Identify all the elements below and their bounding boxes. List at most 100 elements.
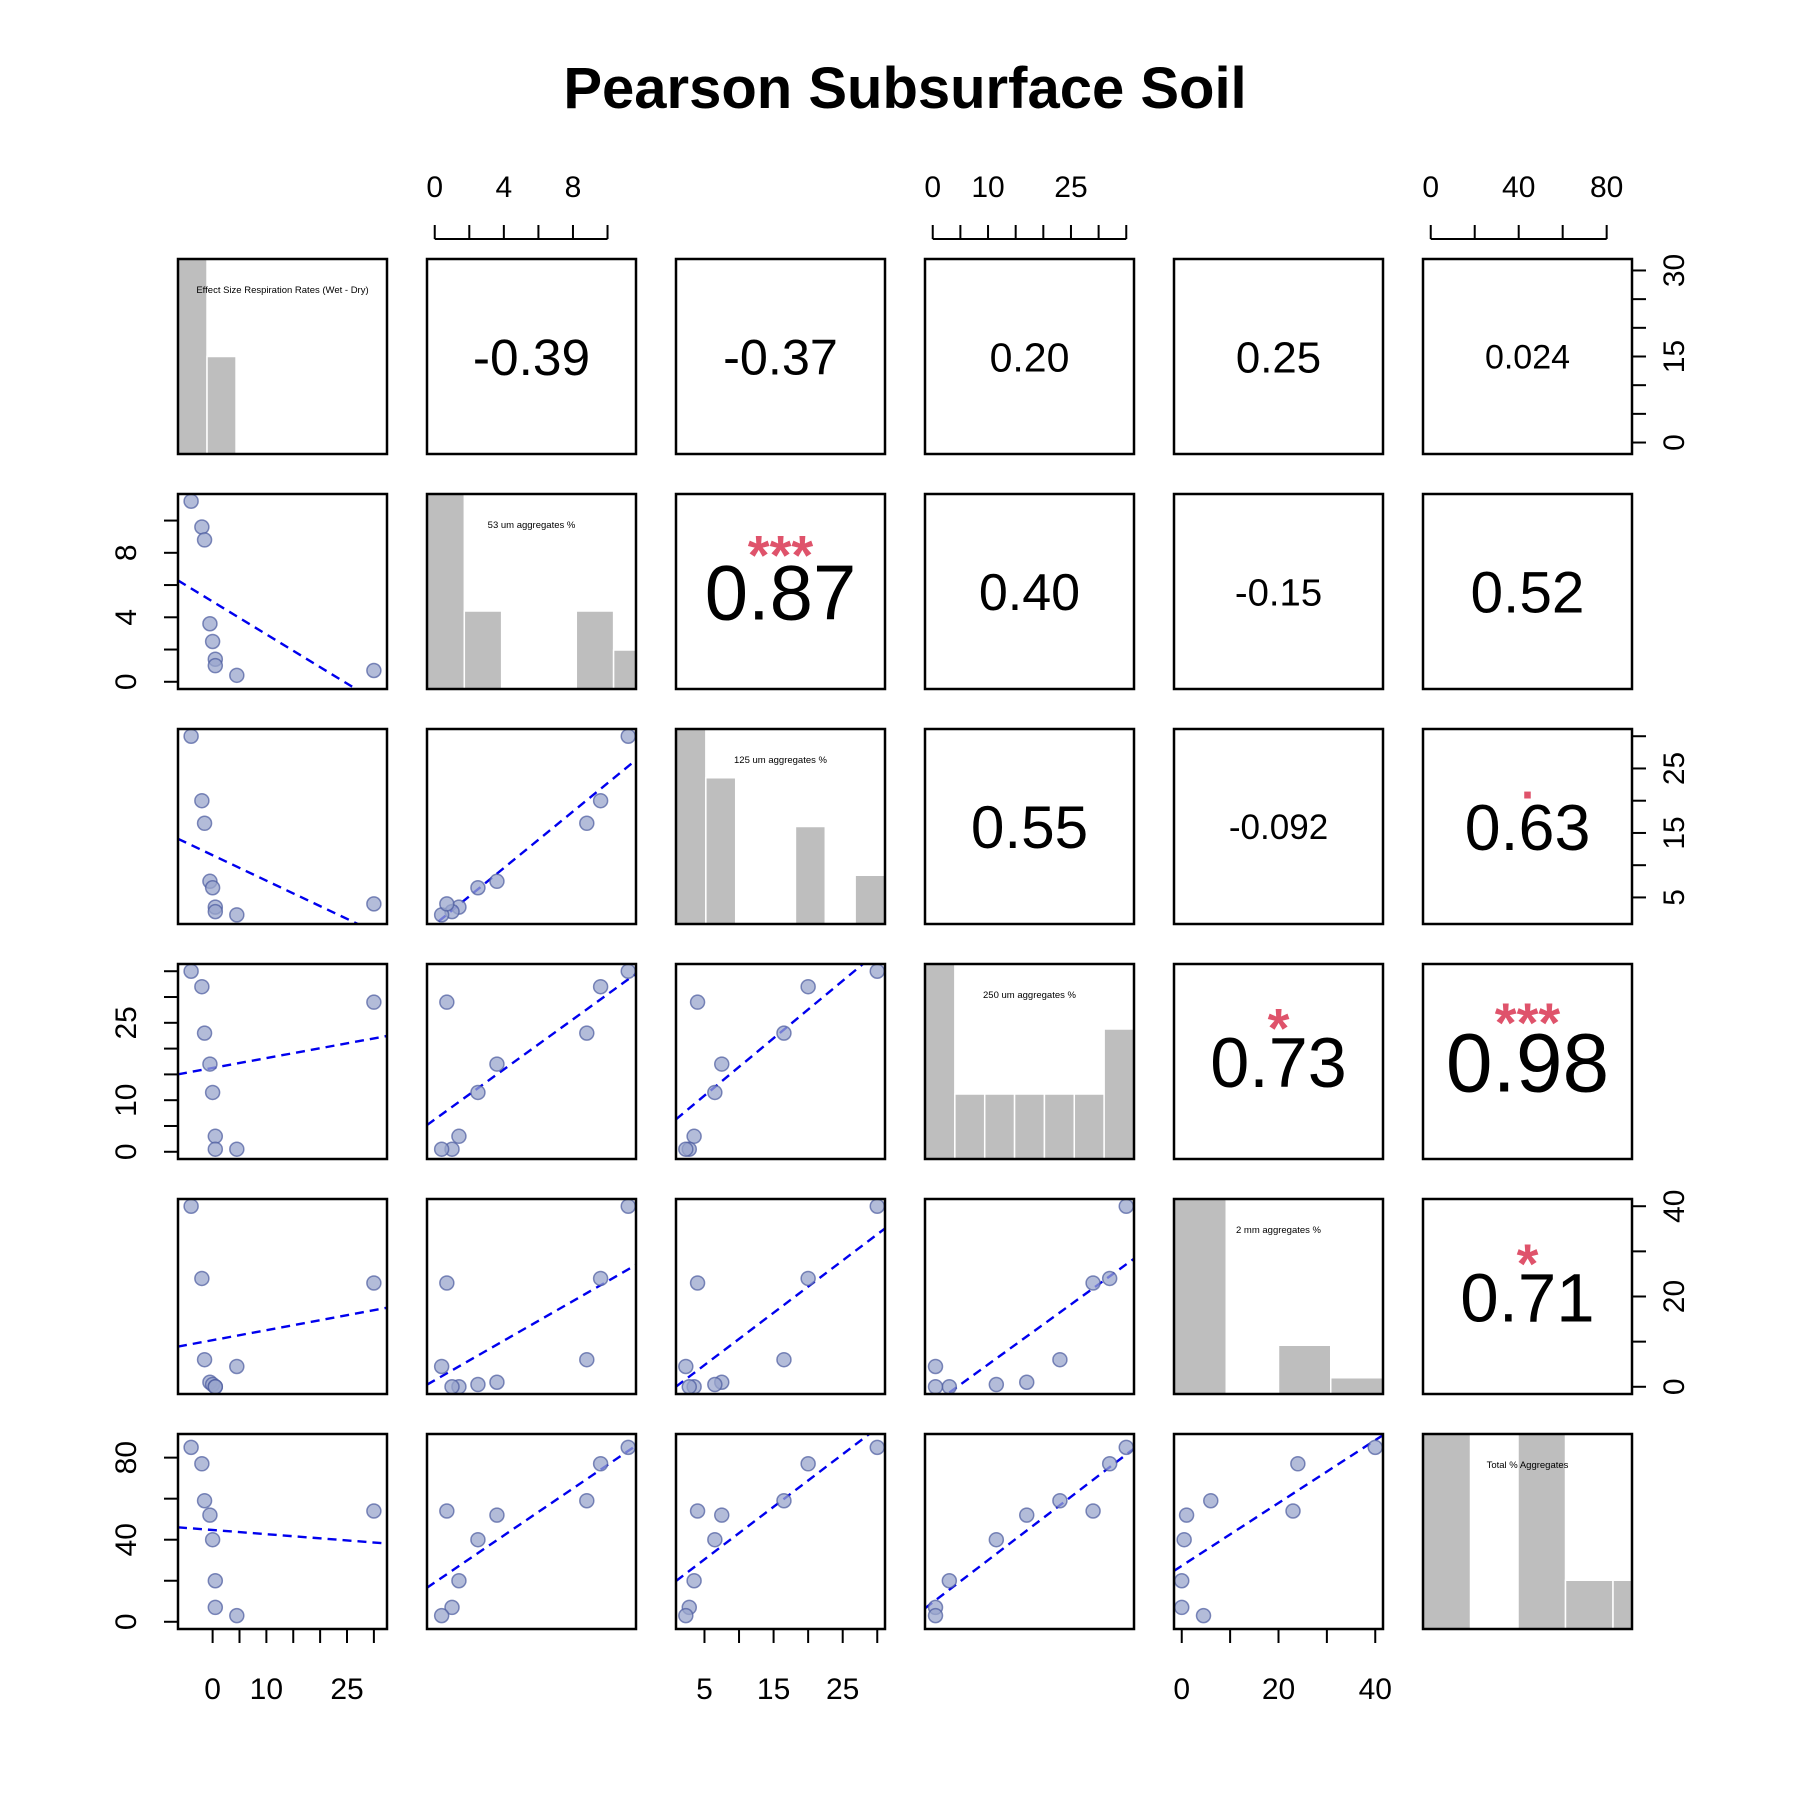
regression-line [178, 579, 359, 689]
histogram-bar [983, 1093, 1016, 1160]
panel-border [674, 1432, 887, 1631]
panel-border [425, 492, 638, 691]
data-point [592, 1456, 609, 1472]
panel-r2-c3: 0.55 [923, 727, 1136, 926]
panel-r0-c5: 0.024 [1421, 257, 1634, 456]
data-point [204, 1531, 221, 1548]
data-point [183, 728, 199, 744]
data-point [592, 978, 609, 995]
data-point [678, 1358, 694, 1375]
variable-label-total-aggregates: Total % Aggregates [1487, 1460, 1569, 1471]
correlation-value: -0.37 [723, 329, 838, 386]
left-axis-total-aggregates: 0 40 80 [110, 1441, 179, 1630]
data-point [1052, 1351, 1068, 1368]
histogram-bar [794, 825, 827, 925]
histogram-bar [675, 728, 707, 925]
data-point [1290, 1456, 1306, 1472]
data-point [470, 1376, 486, 1393]
data-point [941, 1572, 958, 1589]
data-point [204, 633, 221, 650]
data-point [620, 1439, 637, 1456]
tick-label: 25 [826, 1673, 859, 1706]
data-point [681, 1379, 698, 1395]
correlation-value: 0.55 [971, 793, 1088, 861]
panel-r5-c5: Total % Aggregates [1421, 1432, 1634, 1631]
panel-border [674, 962, 887, 1161]
tick-label: 25 [110, 1006, 143, 1039]
data-point [433, 1141, 450, 1157]
panel-border [923, 1432, 1136, 1631]
data-point [433, 1607, 450, 1624]
histogram-bar [1173, 1198, 1227, 1395]
tick-label: 30 [1658, 254, 1691, 287]
data-point [592, 1270, 609, 1287]
significance-stars: * [1517, 1232, 1539, 1295]
data-point [439, 1503, 455, 1519]
data-point [689, 994, 706, 1010]
panel-r1-c3: 0.40 [923, 492, 1136, 691]
panel-r5-c4 [1172, 1432, 1385, 1631]
data-point [470, 1531, 486, 1548]
panel-border [425, 727, 638, 926]
histogram-bar [426, 493, 466, 690]
regression-line [1174, 1434, 1383, 1572]
panel-r4-c2 [674, 1197, 887, 1396]
data-point [579, 1025, 595, 1041]
data-point [927, 1379, 944, 1395]
data-point [366, 1503, 382, 1519]
histogram-bar [1277, 1344, 1332, 1395]
data-point [689, 1275, 706, 1291]
data-point [714, 1056, 730, 1072]
panel-r0-c4: 0.25 [1172, 257, 1385, 456]
panel-border [674, 727, 887, 926]
data-point [1085, 1275, 1101, 1291]
histogram-bar [463, 610, 503, 690]
panel-r2-c2: 125 um aggregates % [674, 727, 887, 926]
data-point [489, 1056, 505, 1072]
tick-label: 0 [924, 171, 941, 204]
panel-r1-c4: -0.15 [1172, 492, 1385, 691]
panel-border [1172, 1432, 1385, 1631]
histogram-bar [1422, 1433, 1472, 1630]
panel-border [923, 1197, 1136, 1396]
correlation-value: 0.20 [990, 334, 1070, 380]
data-point [707, 1084, 723, 1101]
top-axis-250-um-aggregates: 0 10 25 [924, 171, 1128, 240]
panel-border [1172, 492, 1385, 691]
tick-label: 40 [1359, 1673, 1392, 1706]
panel-border [674, 492, 887, 691]
histogram-bar [1013, 1093, 1046, 1160]
data-point [196, 815, 213, 832]
panel-r4-c3 [923, 1197, 1136, 1396]
data-point [229, 1607, 245, 1624]
data-point [489, 1374, 505, 1391]
data-point [183, 493, 199, 509]
data-point [202, 1056, 218, 1072]
data-point [1176, 1531, 1192, 1548]
variable-label-250-um-aggregates: 250 um aggregates % [983, 990, 1077, 1001]
correlation-value: 0.71 [1460, 1258, 1594, 1336]
data-point [707, 1531, 723, 1548]
data-point [776, 1351, 792, 1368]
panel-border [176, 1197, 389, 1396]
data-point [1195, 1607, 1212, 1624]
data-point [194, 792, 210, 809]
data-point [183, 1198, 199, 1214]
regression-line [178, 837, 361, 924]
data-point [686, 1128, 702, 1145]
histogram-bar [924, 963, 956, 1160]
tick-label: 25 [1054, 171, 1087, 204]
data-point [678, 1141, 694, 1157]
right-axis-2-mm-aggregates: 0 20 40 [1631, 1190, 1691, 1395]
panel-border [1172, 962, 1385, 1161]
top-axis-53-um-aggregates: 0 4 8 [426, 171, 609, 240]
data-point [207, 1379, 224, 1395]
panel-border [674, 257, 887, 456]
tick-label: 15 [1658, 816, 1691, 849]
correlation-value: -0.092 [1229, 808, 1328, 847]
significance-stars: *** [748, 523, 814, 586]
panel-border [923, 727, 1136, 926]
data-point [439, 896, 455, 912]
panel-r3-c2 [674, 962, 887, 1161]
